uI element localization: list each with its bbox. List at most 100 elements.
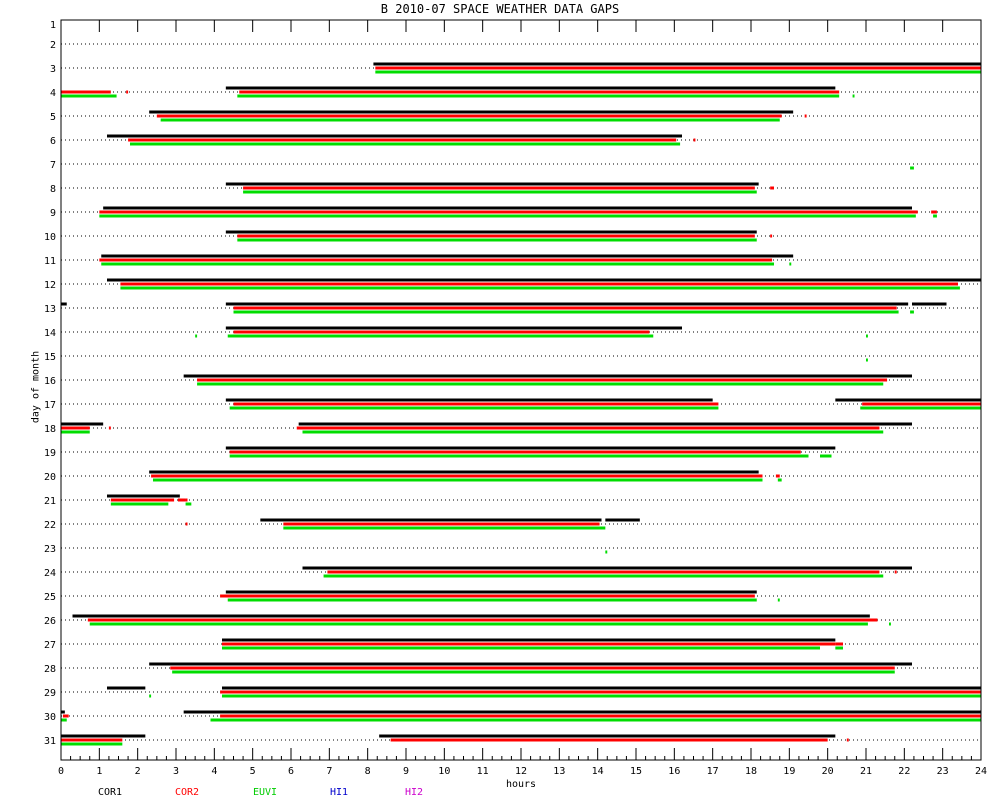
y-tick-label-25: 25 (44, 592, 56, 603)
gap-bar-cor2-day-19 (229, 450, 801, 454)
x-tick-label-22: 22 (898, 766, 910, 777)
gap-bar-cor2-day-4 (239, 90, 840, 94)
gap-bar-cor1-day-17 (225, 398, 713, 402)
x-tick-label-3: 3 (173, 766, 179, 777)
gap-bar-euvi-day-10 (237, 238, 757, 242)
y-tick-label-30: 30 (44, 712, 56, 723)
gap-bar-cor1-day-28 (149, 662, 912, 666)
gap-bar-cor1-day-8 (225, 182, 759, 186)
y-tick-label-18: 18 (44, 424, 56, 435)
gap-bar-euvi-day-5 (160, 118, 780, 122)
gap-bar-cor1-day-4 (225, 86, 836, 90)
gap-bar-cor2-day-31 (846, 738, 849, 742)
gap-bar-cor1-day-30 (183, 710, 981, 714)
gap-bar-cor2-day-28 (170, 666, 895, 670)
y-tick-label-7: 7 (50, 160, 56, 171)
gap-bar-cor2-day-8 (243, 186, 755, 190)
gap-bar-cor2-day-4 (126, 90, 129, 94)
gap-bar-cor1-day-14 (225, 326, 683, 330)
gap-bar-euvi-day-16 (197, 382, 884, 386)
x-tick-label-21: 21 (860, 766, 872, 777)
gap-bar-euvi-day-13 (233, 310, 899, 314)
gap-bar-cor2-day-5 (156, 114, 782, 118)
gap-bar-cor2-day-4 (61, 90, 111, 94)
gap-bar-euvi-day-20 (777, 478, 782, 482)
gap-bar-euvi-day-21 (185, 502, 192, 506)
y-tick-label-29: 29 (44, 688, 56, 699)
y-tick-label-20: 20 (44, 472, 56, 483)
gap-bar-cor1-day-21 (107, 494, 180, 498)
gap-bar-cor1-day-25 (225, 590, 757, 594)
y-tick-label-15: 15 (44, 352, 56, 363)
gap-bar-euvi-day-30 (61, 718, 67, 722)
gap-bar-cor1-day-13 (225, 302, 909, 306)
x-tick-label-12: 12 (515, 766, 527, 777)
gap-bar-cor1-day-5 (149, 110, 794, 114)
gap-bar-euvi-day-25 (227, 598, 757, 602)
y-tick-label-22: 22 (44, 520, 56, 531)
gap-bar-euvi-day-29 (149, 694, 152, 698)
x-tick-label-19: 19 (783, 766, 795, 777)
gap-bar-cor1-day-29 (107, 686, 146, 690)
gap-bar-euvi-day-31 (61, 742, 123, 746)
gap-bar-cor1-day-18 (298, 422, 913, 426)
gap-bar-cor2-day-25 (220, 594, 755, 598)
gap-bar-cor1-day-3 (373, 62, 982, 66)
gap-bar-euvi-day-4 (61, 94, 117, 98)
gap-bar-cor1-day-12 (107, 278, 981, 282)
gap-bar-euvi-day-26 (889, 622, 891, 626)
y-tick-label-8: 8 (50, 184, 56, 195)
gap-bar-cor2-day-31 (61, 738, 123, 742)
gap-bar-euvi-day-4 (852, 94, 855, 98)
chart-title: B 2010-07 SPACE WEATHER DATA GAPS (380, 2, 620, 16)
gap-bar-euvi-day-13 (910, 310, 914, 314)
gap-bar-euvi-day-7 (910, 166, 914, 170)
gap-bar-cor2-day-16 (197, 378, 888, 382)
x-tick-label-10: 10 (438, 766, 450, 777)
gap-bar-euvi-day-3 (375, 70, 981, 74)
x-tick-label-18: 18 (745, 766, 757, 777)
gap-bar-cor1-day-16 (183, 374, 912, 378)
x-tick-label-16: 16 (668, 766, 680, 777)
y-tick-label-4: 4 (50, 88, 56, 99)
y-tick-label-2: 2 (50, 40, 56, 51)
gap-bar-euvi-day-4 (237, 94, 840, 98)
gap-bar-cor2-day-30 (220, 714, 982, 718)
gap-bar-cor2-day-10 (237, 234, 755, 238)
y-tick-label-9: 9 (50, 208, 56, 219)
y-tick-label-21: 21 (44, 496, 56, 507)
gap-bar-cor2-day-6 (693, 138, 696, 142)
x-tick-label-0: 0 (58, 766, 64, 777)
gap-bar-euvi-day-21 (110, 502, 169, 506)
y-tick-label-19: 19 (44, 448, 56, 459)
gap-bar-cor1-day-24 (302, 566, 912, 570)
x-tick-label-14: 14 (592, 766, 604, 777)
x-tick-label-8: 8 (365, 766, 371, 777)
y-tick-label-16: 16 (44, 376, 56, 387)
x-axis-label: hours (505, 779, 537, 790)
gap-bar-cor2-day-10 (770, 234, 773, 238)
y-tick-label-11: 11 (44, 256, 56, 267)
gap-bar-cor1-day-31 (61, 734, 146, 738)
gap-bar-cor2-day-8 (770, 186, 774, 190)
x-tick-label-6: 6 (288, 766, 294, 777)
gap-bar-cor2-day-20 (775, 474, 780, 478)
gap-bar-cor1-day-26 (72, 614, 870, 618)
gap-bar-euvi-day-11 (101, 262, 774, 266)
y-tick-label-31: 31 (44, 736, 56, 747)
gap-bar-cor2-day-29 (220, 690, 982, 694)
x-tick-label-15: 15 (630, 766, 642, 777)
gap-bar-cor2-day-5 (804, 114, 807, 118)
y-tick-label-3: 3 (50, 64, 56, 75)
gap-bar-cor2-day-9 (931, 210, 937, 214)
gap-bar-euvi-day-23 (605, 550, 608, 554)
gap-bar-cor1-day-18 (61, 422, 104, 426)
gap-bar-euvi-day-15 (866, 358, 868, 362)
y-tick-label-28: 28 (44, 664, 56, 675)
grid-lines (61, 43, 981, 741)
gap-bar-cor1-day-17 (835, 398, 981, 402)
gap-bar-euvi-day-20 (153, 478, 763, 482)
gap-bar-cor2-day-27 (222, 642, 836, 646)
gap-bar-cor1-day-31 (379, 734, 836, 738)
